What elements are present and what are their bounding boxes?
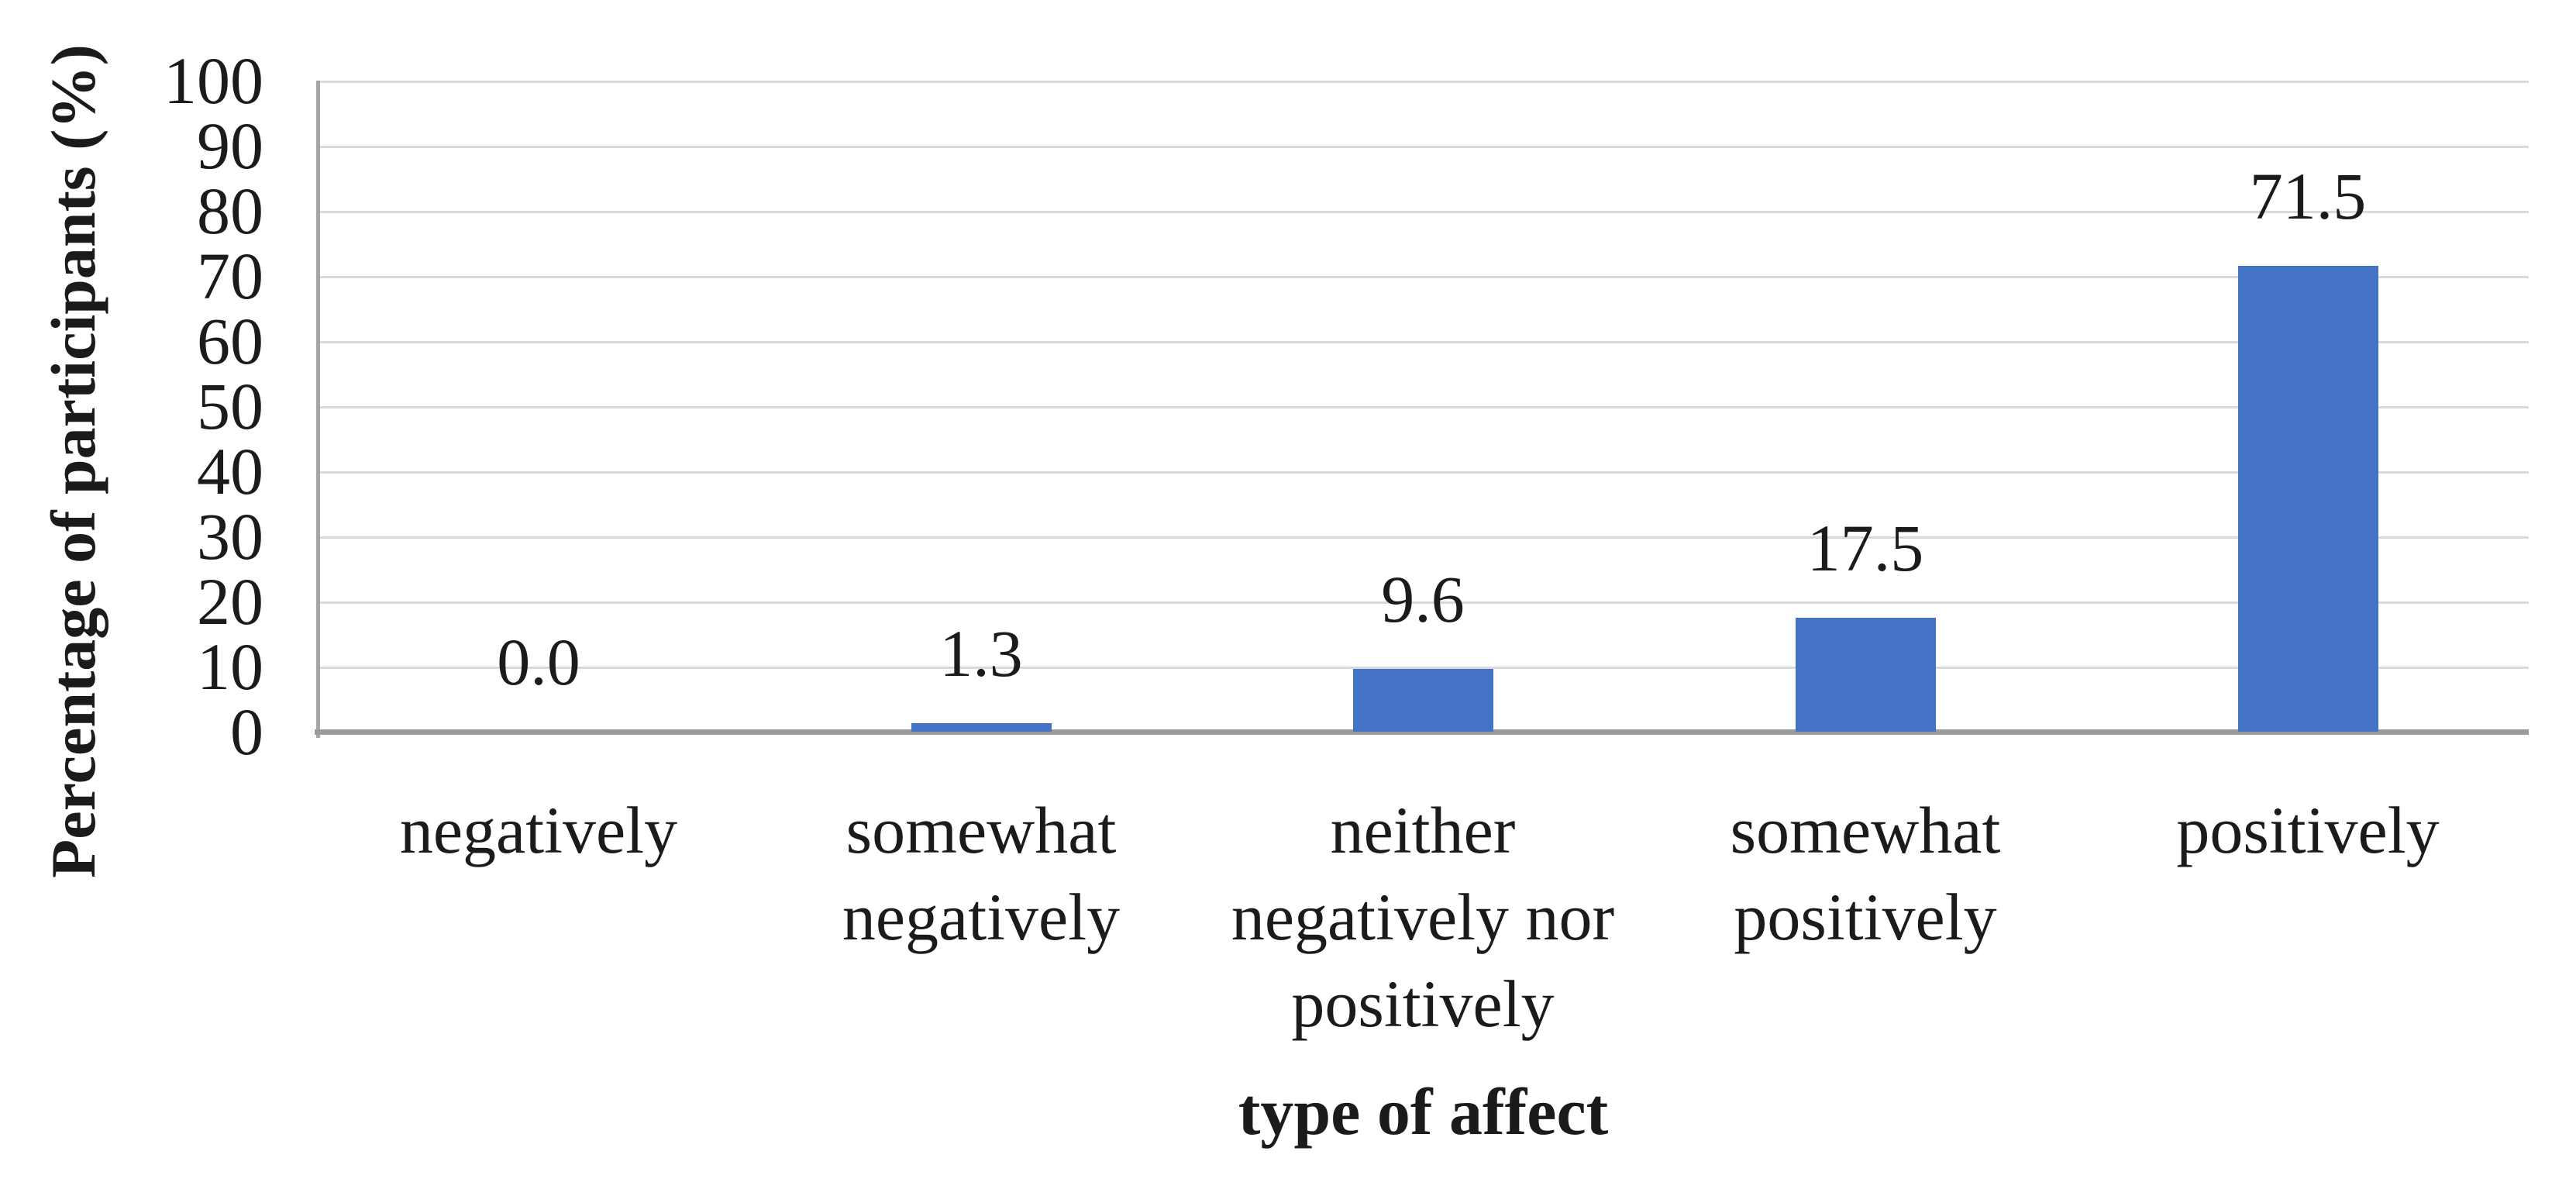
category-label-line: positively — [2176, 793, 2440, 867]
y-axis-line — [316, 81, 320, 738]
x-axis-line — [315, 729, 2529, 735]
value-label-somewhat-negatively: 1.3 — [939, 616, 1023, 691]
category-label-line: positively — [1734, 880, 1997, 954]
gridline — [319, 406, 2529, 408]
x-axis-title: type of affect — [1238, 1074, 1609, 1149]
value-label-neither-negatively-nor-positively: 9.6 — [1381, 562, 1465, 636]
value-label-negatively: 0.0 — [497, 625, 580, 699]
category-label-negatively: negatively — [314, 787, 763, 874]
category-label-line: somewhat — [845, 793, 1117, 867]
value-label-somewhat-positively: 17.5 — [1806, 511, 1924, 585]
bar-somewhat-negatively — [911, 723, 1052, 732]
category-label-somewhat-negatively: somewhat negatively — [756, 787, 1206, 960]
bar-somewhat-positively — [1796, 618, 1936, 732]
y-tick-label-0: 0 — [230, 694, 263, 769]
y-tick-label-50: 50 — [197, 369, 263, 443]
gridline — [319, 601, 2529, 604]
gridline — [319, 667, 2529, 669]
category-label-line: neither — [1330, 793, 1516, 867]
y-tick-label-10: 10 — [197, 629, 263, 704]
y-tick-label-70: 70 — [197, 239, 263, 313]
category-label-somewhat-positively: somewhat positively — [1641, 787, 2090, 960]
gridline — [319, 211, 2529, 213]
category-label-neither-negatively-nor-positively: neither negatively nor positively — [1198, 787, 1648, 1047]
gridline — [319, 471, 2529, 474]
gridline — [319, 341, 2529, 343]
category-label-line: negatively — [399, 793, 678, 867]
bar-neither-negatively-nor-positively — [1353, 669, 1493, 732]
y-tick-label-80: 80 — [197, 174, 263, 248]
category-label-line: somewhat — [1730, 793, 2001, 867]
gridline — [319, 81, 2529, 83]
category-label-line: negatively — [842, 880, 1121, 954]
category-label-positively: positively — [2083, 787, 2533, 874]
value-label-positively: 71.5 — [2249, 159, 2367, 233]
gridline — [319, 276, 2529, 278]
y-tick-label-20: 20 — [197, 564, 263, 639]
y-tick-label-60: 60 — [197, 304, 263, 378]
gridline — [319, 146, 2529, 148]
gridline — [319, 536, 2529, 539]
category-label-line: negatively nor — [1231, 880, 1615, 954]
y-tick-label-30: 30 — [197, 499, 263, 574]
y-tick-label-40: 40 — [197, 434, 263, 508]
y-tick-label-100: 100 — [164, 43, 263, 118]
y-tick-label-90: 90 — [197, 109, 263, 183]
bar-positively — [2238, 266, 2378, 732]
category-label-line: positively — [1291, 967, 1555, 1041]
